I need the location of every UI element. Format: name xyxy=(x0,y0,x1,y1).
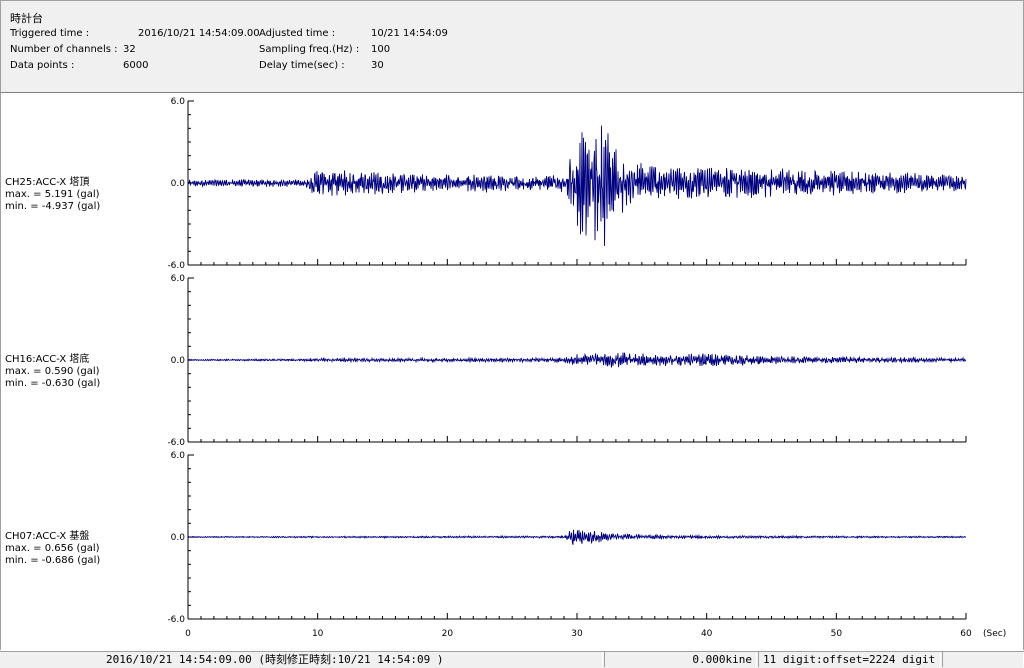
channels-value: 32 xyxy=(123,44,136,55)
x-tick-label: 20 xyxy=(442,629,454,639)
channels-label: Number of channels : xyxy=(10,44,118,55)
y-tick-label: -6.0 xyxy=(167,615,185,625)
delay-value: 30 xyxy=(371,60,384,71)
datapoints-value: 6000 xyxy=(123,60,149,71)
channel-label-ch25: CH25:ACC-X 塔頂 max. = 5.191 (gal) min. = … xyxy=(5,177,100,213)
channel-label-ch16: CH16:ACC-X 塔底 max. = 0.590 (gal) min. = … xyxy=(5,354,100,390)
channel-name: CH16:ACC-X 塔底 xyxy=(5,354,90,365)
y-tick-label: -6.0 xyxy=(167,438,185,448)
x-tick-label: 0 xyxy=(185,629,191,639)
y-tick-label: 6.0 xyxy=(171,97,186,107)
waveform-line xyxy=(187,352,967,368)
x-tick-label: 30 xyxy=(571,629,583,639)
status-time: 2016/10/21 14:54:09.00 (時刻修正時刻:10/21 14:… xyxy=(0,652,603,667)
x-tick-label: 50 xyxy=(831,629,843,639)
sampling-value: 100 xyxy=(371,44,391,55)
channel-max: max. = 0.590 (gal) xyxy=(5,366,100,377)
triggered-label: Triggered time : xyxy=(10,28,90,39)
x-tick-label: 60 xyxy=(960,629,972,639)
record-info-header: 時計台 Triggered time : 2016/10/21 14:54:09… xyxy=(0,0,1024,93)
delay-label: Delay time(sec) : xyxy=(259,60,345,71)
y-tick-label: 6.0 xyxy=(171,451,186,461)
sampling-label: Sampling freq.(Hz) : xyxy=(259,44,360,55)
adjusted-label: Adjusted time : xyxy=(259,28,336,39)
status-bar: 2016/10/21 14:54:09.00 (時刻修正時刻:10/21 14:… xyxy=(0,651,1024,668)
channel-min: min. = -0.630 (gal) xyxy=(5,378,101,389)
y-tick-label: 0.0 xyxy=(171,533,186,543)
x-tick-label: 10 xyxy=(312,629,324,639)
y-tick-label: 6.0 xyxy=(171,274,186,284)
status-kine: 0.000kine xyxy=(604,652,757,667)
y-tick-label: 0.0 xyxy=(171,179,186,189)
channel-name: CH25:ACC-X 塔頂 xyxy=(5,177,90,188)
x-unit-label: (Sec) xyxy=(983,629,1006,639)
triggered-value: 2016/10/21 14:54:09.00 xyxy=(138,28,260,39)
channel-min: min. = -0.686 (gal) xyxy=(5,555,101,566)
station-title: 時計台 xyxy=(10,12,43,25)
status-digit: 11 digit:offset=2224 digit xyxy=(758,652,941,667)
y-tick-label: 0.0 xyxy=(171,356,186,366)
x-tick-label: 40 xyxy=(701,629,713,639)
adjusted-value: 10/21 14:54:09 xyxy=(371,28,448,39)
status-extra xyxy=(942,652,1024,667)
channel-label-ch07: CH07:ACC-X 基盤 max. = 0.656 (gal) min. = … xyxy=(5,531,100,567)
channel-name: CH07:ACC-X 基盤 xyxy=(5,531,90,542)
waveform-line xyxy=(188,529,967,545)
channel-min: min. = -4.937 (gal) xyxy=(5,201,101,212)
channel-max: max. = 0.656 (gal) xyxy=(5,543,100,554)
datapoints-label: Data points : xyxy=(10,60,75,71)
y-tick-label: -6.0 xyxy=(167,261,185,271)
channel-max: max. = 5.191 (gal) xyxy=(5,189,100,200)
waveform-line xyxy=(187,125,967,247)
